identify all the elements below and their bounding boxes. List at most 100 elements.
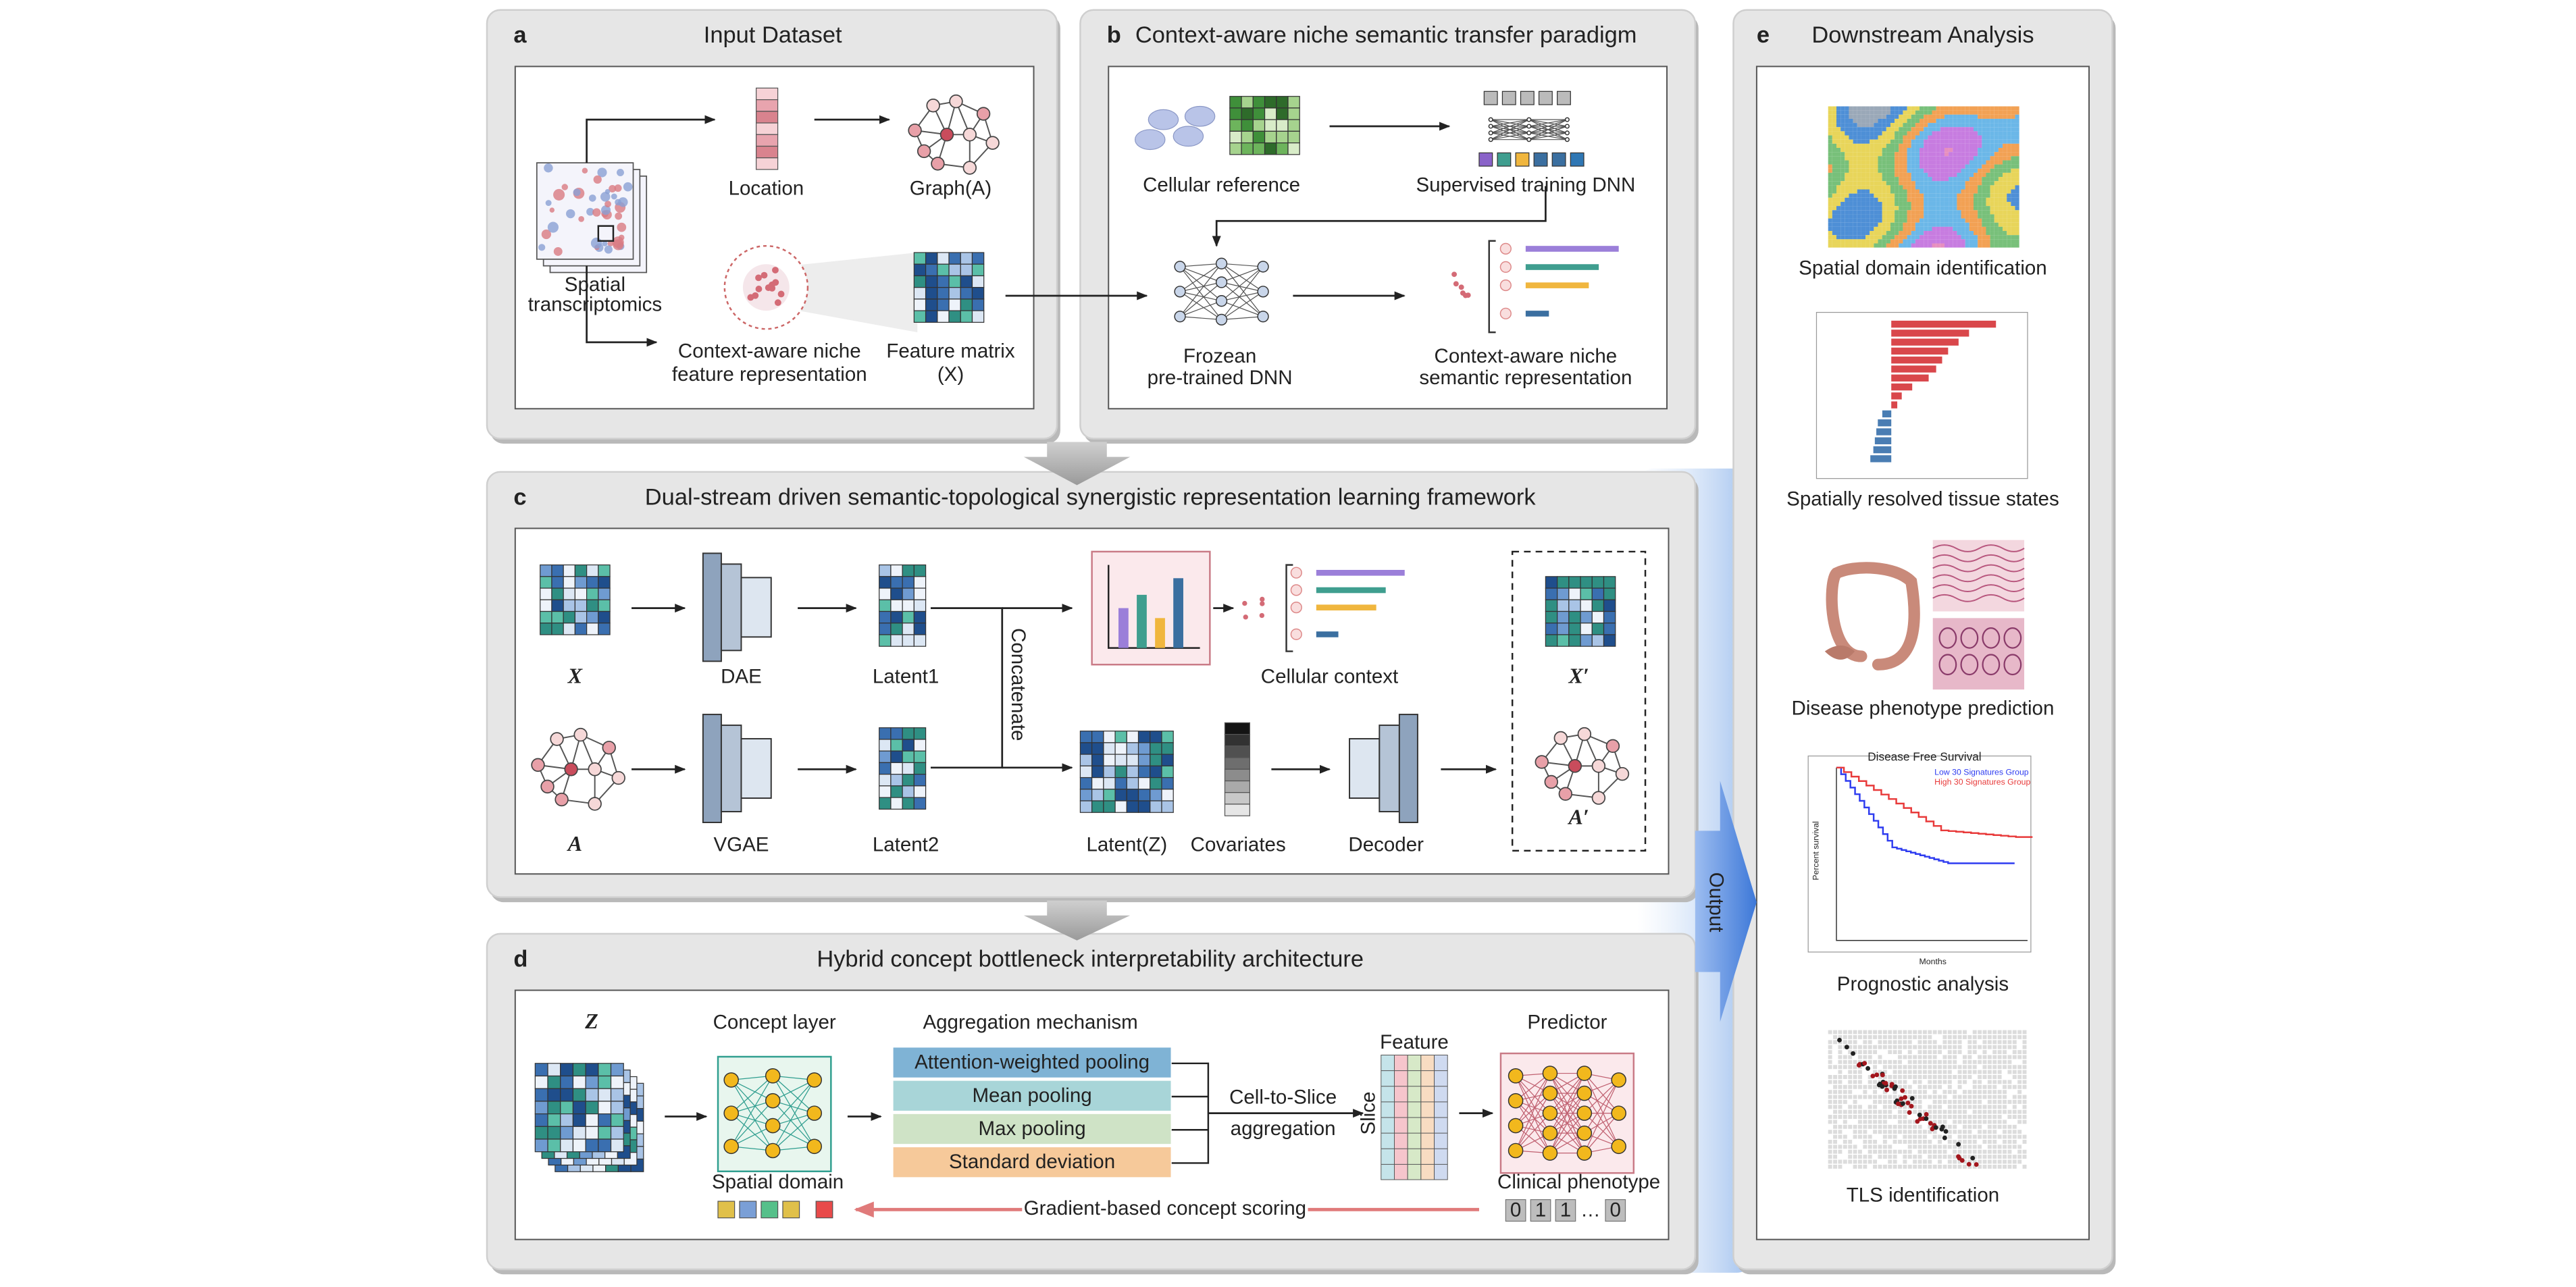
- matrix-cell: [610, 1063, 624, 1077]
- domain-spot: [1890, 185, 1895, 190]
- tls-spot: [1838, 1080, 1843, 1084]
- cell: [1173, 126, 1204, 147]
- tls-spot: [1892, 1115, 1897, 1119]
- nn-edge: [731, 1079, 773, 1126]
- tls-spot: [1833, 1080, 1837, 1084]
- niche-cell: [755, 286, 763, 292]
- nn-edge: [1515, 1100, 1551, 1134]
- domain-spot: [1857, 201, 1861, 207]
- tls-spot: [1972, 1050, 1977, 1055]
- domain-spot: [2015, 181, 2019, 186]
- matrix-cell: [598, 599, 611, 612]
- tls-spot: [1863, 1115, 1867, 1119]
- domain-spot: [1865, 197, 1870, 202]
- matrix-cell: [1545, 587, 1558, 600]
- domain-spot: [1940, 214, 1944, 219]
- domain-spot: [1969, 243, 1974, 248]
- matrix-cell: [879, 774, 892, 787]
- domain-spot: [1965, 131, 1969, 136]
- matrix-cell: [879, 634, 892, 647]
- tls-spot: [1917, 1105, 1922, 1109]
- tls-spot: [1992, 1134, 1997, 1139]
- domain-spot: [1899, 210, 1903, 215]
- domain-spot: [1994, 231, 1999, 236]
- domain-spot: [1870, 218, 1874, 223]
- domain-spot: [1890, 143, 1895, 148]
- domain-spot: [1878, 214, 1882, 219]
- tls-spot: [1992, 1120, 1997, 1124]
- domain-spot: [1828, 147, 1832, 153]
- domain-spot: [1920, 110, 1924, 115]
- domain-spot: [1974, 164, 1978, 169]
- domain-spot: [1953, 185, 1957, 190]
- domain-spot: [1957, 226, 1961, 232]
- tls-spot: [1903, 1065, 1907, 1070]
- domain-spot: [2003, 210, 2007, 215]
- tls-spot: [1833, 1164, 1837, 1169]
- tls-spot: [1907, 1070, 1912, 1074]
- label: Prognostic analysis: [1837, 973, 2009, 995]
- domain-spot: [1878, 177, 1882, 182]
- domain-spot: [1853, 181, 1857, 186]
- domain-spot: [1828, 114, 1832, 119]
- tls-spot: [1898, 1065, 1902, 1070]
- domain-spot: [1828, 168, 1832, 173]
- semantic-dot: [1499, 242, 1512, 255]
- domain-spot: [1840, 239, 1845, 244]
- domain-spot: [1961, 118, 1965, 124]
- domain-spot: [1899, 218, 1903, 223]
- tls-spot: [1857, 1120, 1862, 1124]
- domain-spot: [1940, 172, 1944, 178]
- domain-spot: [1936, 135, 1940, 140]
- domain-spot: [1832, 210, 1837, 215]
- domain-spot: [1990, 197, 1994, 202]
- tls-spot: [1838, 1134, 1843, 1139]
- domain-spot: [1907, 135, 1911, 140]
- domain-spot: [1986, 201, 1990, 207]
- domain-spot: [1986, 135, 1990, 140]
- domain-spot: [1928, 235, 1932, 240]
- domain-spot: [1828, 139, 1832, 144]
- liver: [1824, 645, 1855, 660]
- tls-spot: [1953, 1095, 1957, 1099]
- tls-spot: [1997, 1070, 2002, 1074]
- matrix-cell: [1603, 634, 1616, 647]
- domain-spot: [1949, 147, 1953, 153]
- tls-spot: [1848, 1105, 1853, 1109]
- semantic-bar: [1525, 282, 1589, 288]
- domain-spot: [1836, 143, 1841, 148]
- domain-spot: [1953, 143, 1957, 148]
- domain-spot: [1857, 123, 1861, 128]
- tls-spot: [1987, 1070, 1992, 1074]
- domain-spot: [2007, 139, 2011, 144]
- domain-spot: [1920, 218, 1924, 223]
- tls-spot: [1963, 1030, 1967, 1034]
- domain-spot: [1878, 201, 1882, 207]
- tls-spot: [1957, 1080, 1962, 1084]
- domain-spot: [1932, 160, 1936, 165]
- domain-spot: [1907, 110, 1911, 115]
- domain-spot: [2011, 114, 2015, 119]
- domain-spot: [1903, 177, 1907, 182]
- tls-spot: [1913, 1065, 1917, 1070]
- tls-spot: [1978, 1124, 1982, 1129]
- tls-spot: [1953, 1030, 1957, 1034]
- tls-spot: [1917, 1045, 1922, 1049]
- matrix-cell: [1229, 96, 1242, 109]
- tls-spot: [1932, 1050, 1937, 1055]
- chart-bar: [1155, 618, 1165, 648]
- domain-spot: [1899, 231, 1903, 236]
- tls-spot: [1987, 1059, 1992, 1064]
- tls-spot: [1863, 1139, 1867, 1144]
- output-node: [1515, 152, 1530, 167]
- domain-spot: [1828, 123, 1832, 128]
- tls-spot: [1982, 1109, 1987, 1114]
- domain-spot: [1982, 193, 1986, 198]
- tls-hit: [1909, 1103, 1914, 1109]
- tls-spot: [1833, 1105, 1837, 1109]
- matrix-cell: [1580, 610, 1593, 624]
- domain-spot: [1865, 127, 1870, 132]
- tls-spot: [1963, 1159, 1967, 1164]
- domain-spot: [1832, 106, 1837, 111]
- nn-edge: [772, 1113, 815, 1151]
